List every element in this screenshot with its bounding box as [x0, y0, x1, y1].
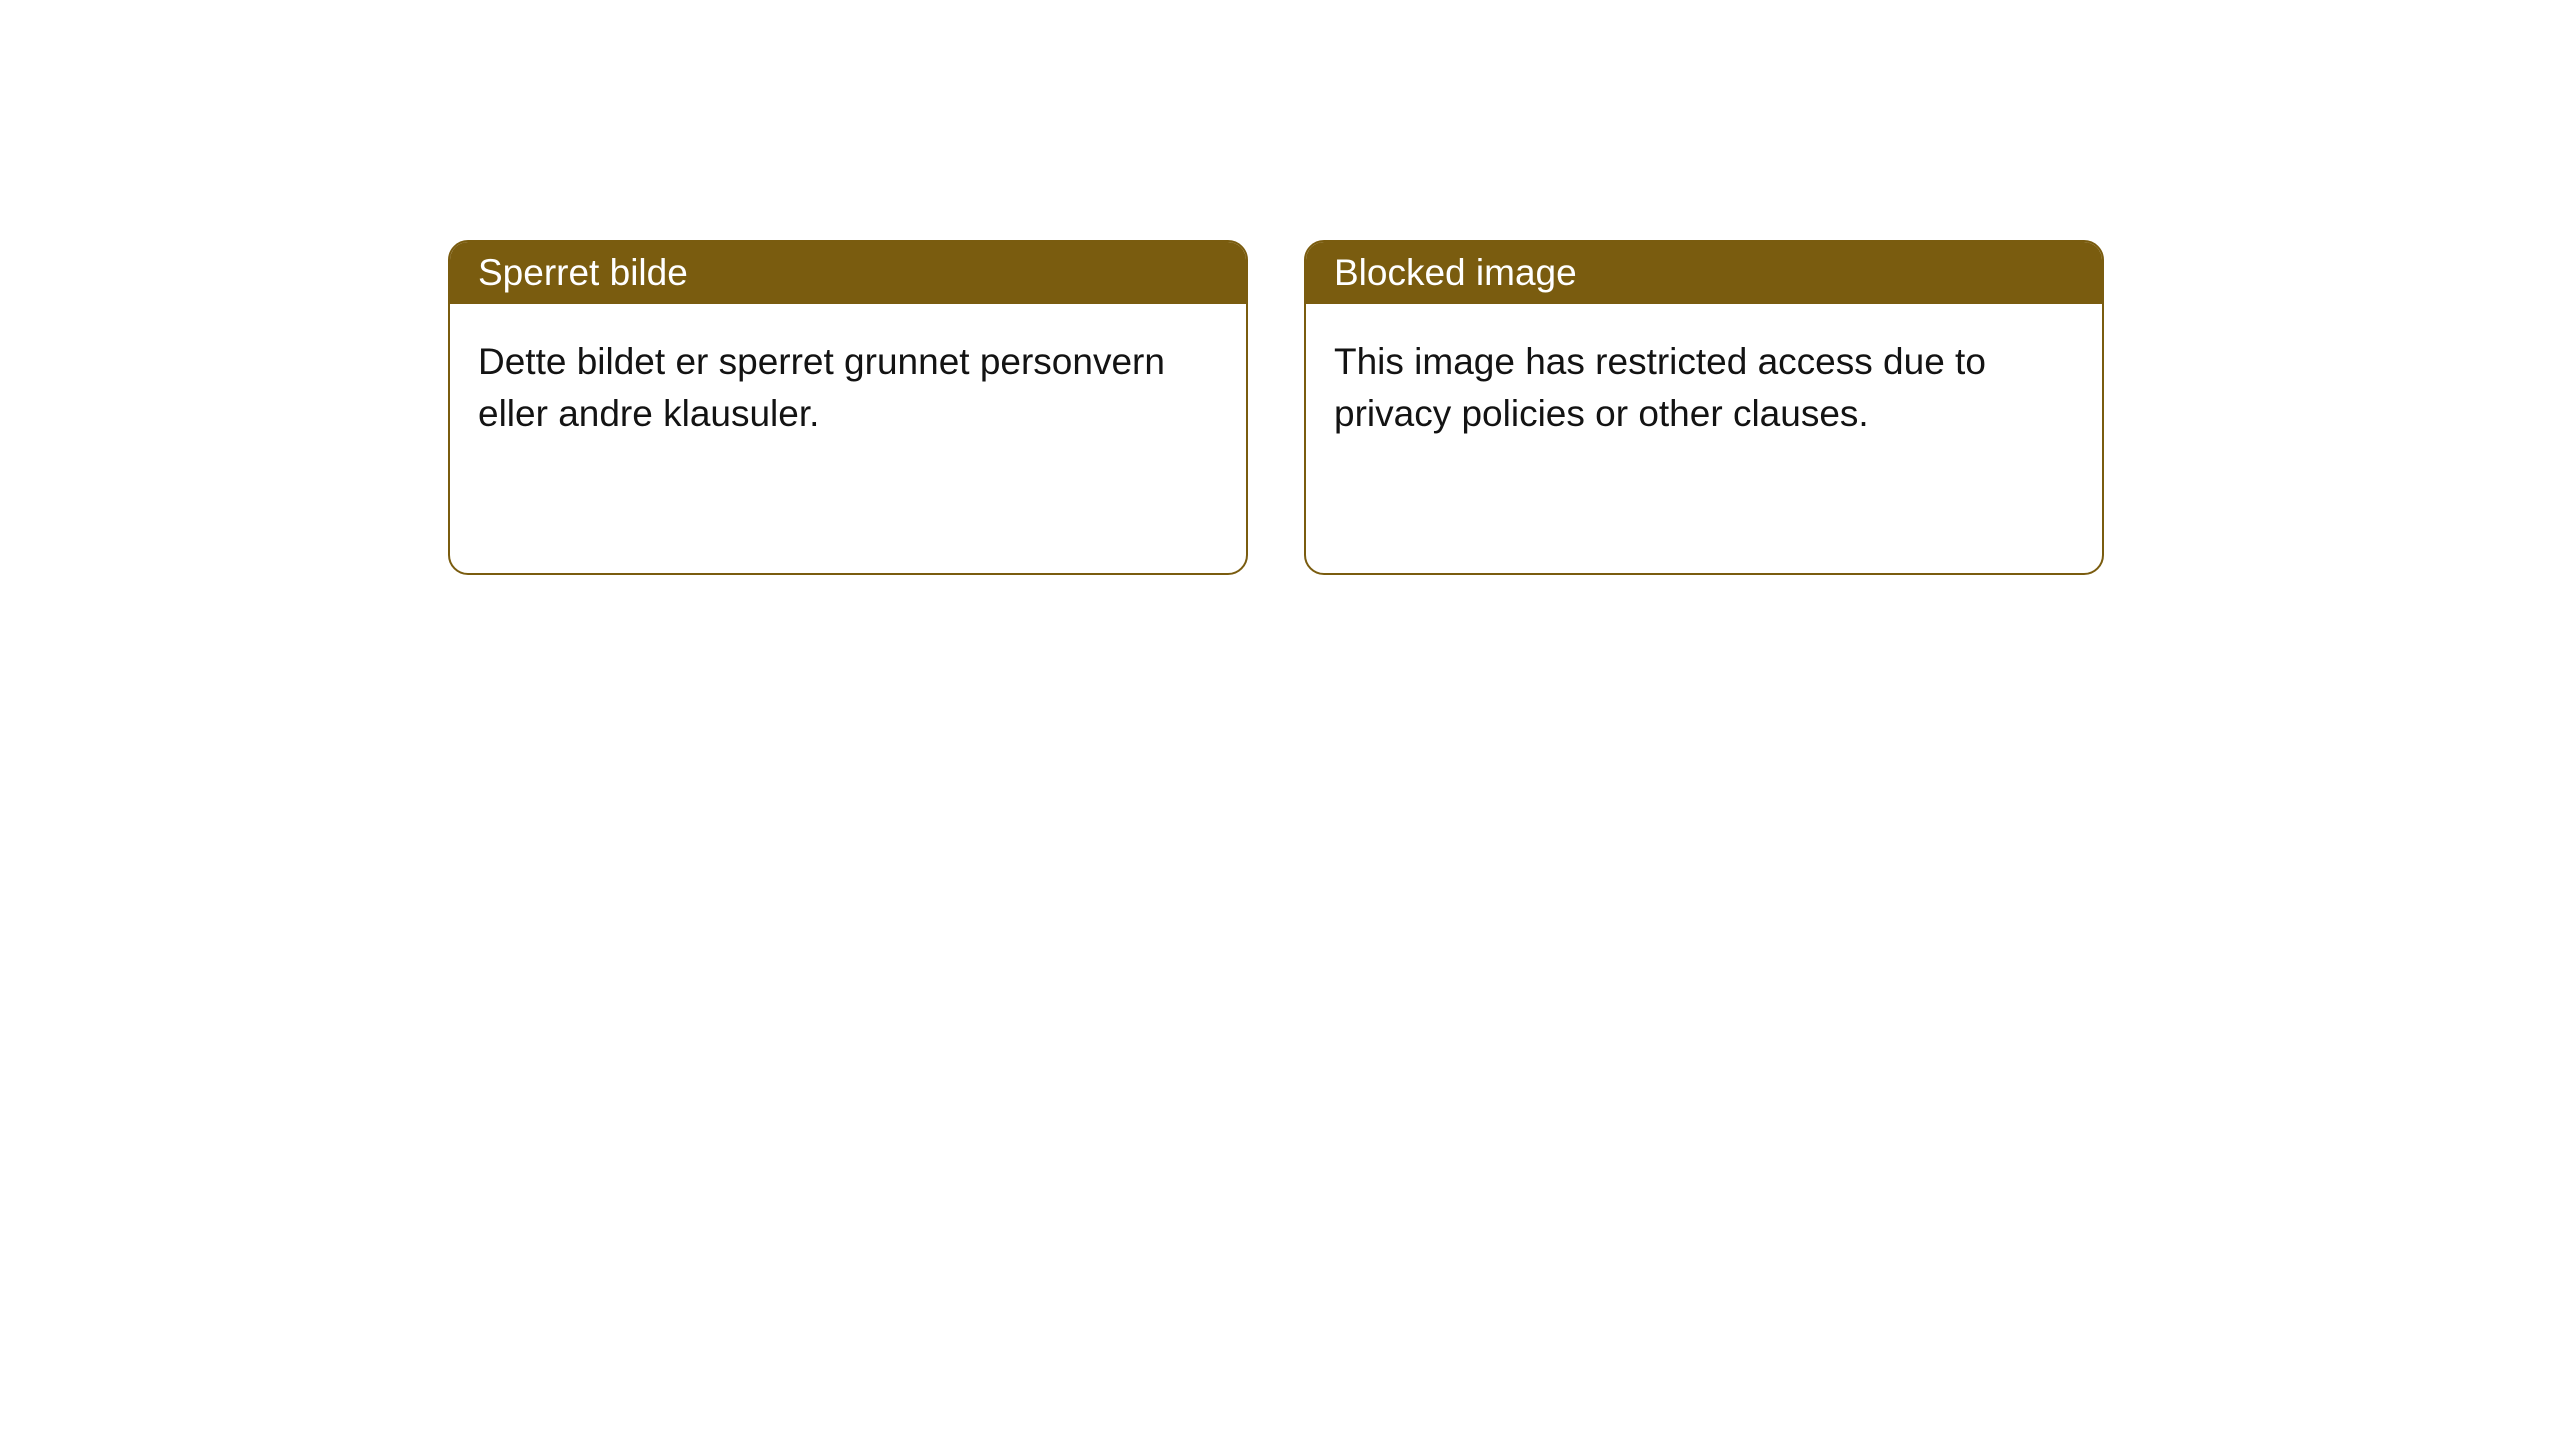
card-header-english: Blocked image [1306, 242, 2102, 304]
blocked-image-card-english: Blocked image This image has restricted … [1304, 240, 2104, 575]
card-body-english: This image has restricted access due to … [1306, 304, 2102, 472]
card-header-norwegian: Sperret bilde [450, 242, 1246, 304]
notice-cards-container: Sperret bilde Dette bildet er sperret gr… [448, 240, 2104, 575]
card-body-norwegian: Dette bildet er sperret grunnet personve… [450, 304, 1246, 472]
blocked-image-card-norwegian: Sperret bilde Dette bildet er sperret gr… [448, 240, 1248, 575]
